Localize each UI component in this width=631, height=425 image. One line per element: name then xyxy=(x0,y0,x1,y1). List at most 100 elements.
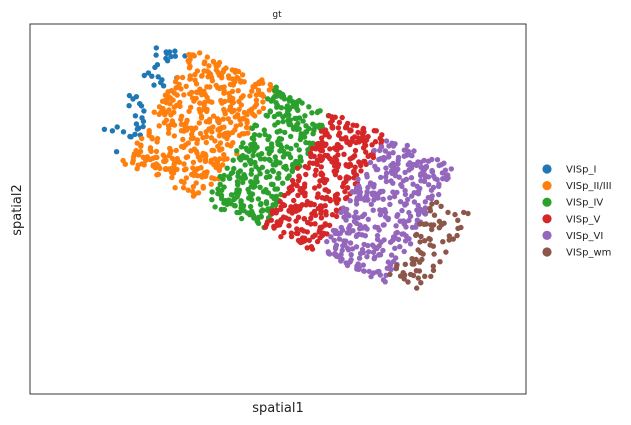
scatter-point xyxy=(419,256,425,263)
scatter-point xyxy=(141,108,147,114)
scatter-point xyxy=(397,199,404,205)
scatter-point xyxy=(323,187,329,193)
scatter-point xyxy=(263,200,270,207)
scatter-point xyxy=(296,173,302,179)
scatter-point xyxy=(339,247,345,254)
scatter-point xyxy=(329,124,335,131)
scatter-point xyxy=(338,224,344,231)
scatter-point xyxy=(263,221,270,228)
scatter-point xyxy=(237,116,243,122)
plot-frame xyxy=(29,23,527,395)
scatter-point xyxy=(288,184,294,190)
scatter-point xyxy=(360,133,366,139)
scatter-point xyxy=(352,147,359,154)
scatter-point xyxy=(193,81,200,87)
legend-label: VISp_V xyxy=(566,214,600,225)
scatter-point xyxy=(226,97,232,104)
scatter-point xyxy=(380,247,386,254)
scatter-point xyxy=(194,137,201,143)
scatter-point xyxy=(314,161,320,167)
scatter-point xyxy=(355,176,361,182)
scatter-point xyxy=(368,201,374,207)
scatter-point xyxy=(126,103,132,109)
scatter-point xyxy=(132,131,138,137)
scatter-point xyxy=(392,173,399,179)
scatter-point xyxy=(313,145,319,151)
scatter-point xyxy=(312,232,318,238)
scatter-point xyxy=(313,167,319,173)
scatter-point xyxy=(140,118,147,125)
scatter-point xyxy=(176,159,182,165)
scatter-point xyxy=(260,105,267,112)
scatter-point xyxy=(371,147,377,154)
scatter-point xyxy=(301,216,307,222)
scatter-point xyxy=(222,98,228,105)
scatter-point xyxy=(370,207,376,213)
scatter-point xyxy=(264,113,271,119)
scatter-point xyxy=(348,252,354,258)
scatter-point xyxy=(232,69,238,75)
scatter-point xyxy=(465,210,471,217)
scatter-point xyxy=(160,107,166,113)
scatter-point xyxy=(171,133,177,139)
scatter-point xyxy=(213,82,219,89)
scatter-point xyxy=(368,273,374,280)
scatter-point xyxy=(193,125,199,131)
scatter-point xyxy=(178,116,184,123)
scatter-point xyxy=(415,275,421,281)
scatter-point xyxy=(390,234,397,240)
scatter-point xyxy=(188,148,194,154)
scatter-point xyxy=(248,146,254,152)
scatter-point xyxy=(337,175,343,181)
scatter-point xyxy=(174,166,180,173)
scatter-point xyxy=(399,231,405,237)
scatter-point xyxy=(164,58,171,64)
scatter-point xyxy=(364,174,370,180)
scatter-point xyxy=(353,209,359,215)
scatter-point xyxy=(410,161,417,168)
scatter-point xyxy=(318,164,324,170)
scatter-point xyxy=(405,196,411,203)
scatter-point xyxy=(296,126,302,132)
scatter-point xyxy=(228,192,235,198)
scatter-point xyxy=(202,59,208,65)
scatter-point xyxy=(120,157,126,164)
scatter-point xyxy=(237,121,244,128)
scatter-point xyxy=(303,171,309,178)
scatter-point xyxy=(371,256,377,262)
legend: VISp_I VISp_II/III VISp_IV VISp_V VISp_VI VIS… xyxy=(542,164,612,259)
scatter-point xyxy=(156,104,163,110)
scatter-point xyxy=(448,166,454,172)
scatter-point xyxy=(178,121,185,128)
scatter-point xyxy=(369,190,376,197)
scatter-point xyxy=(252,104,258,110)
scatter-point xyxy=(361,211,368,217)
scatter-point xyxy=(248,142,254,148)
scatter-point xyxy=(382,209,389,215)
scatter-point xyxy=(286,151,292,157)
scatter-point xyxy=(229,109,235,115)
scatter-point xyxy=(193,180,199,186)
scatter-point xyxy=(361,268,367,274)
scatter-point xyxy=(223,130,229,136)
scatter-point xyxy=(334,141,341,148)
scatter-point xyxy=(288,233,295,240)
scatter-point xyxy=(268,98,274,104)
scatter-point xyxy=(274,208,280,214)
scatter-point xyxy=(323,212,329,218)
scatter-point xyxy=(377,252,384,258)
legend-marker xyxy=(542,247,552,257)
scatter-point xyxy=(402,238,409,244)
scatter-point xyxy=(359,232,365,238)
scatter-point xyxy=(371,184,377,190)
scatter-point xyxy=(382,155,388,161)
scatter-point xyxy=(314,238,321,245)
scatter-point xyxy=(162,158,168,165)
scatter-point xyxy=(248,167,255,173)
scatter-point xyxy=(354,122,360,129)
scatter-point xyxy=(240,93,246,99)
scatter-point xyxy=(149,73,155,79)
scatter-point xyxy=(221,88,227,94)
scatter-point xyxy=(391,163,397,169)
scatter-point xyxy=(347,240,354,246)
